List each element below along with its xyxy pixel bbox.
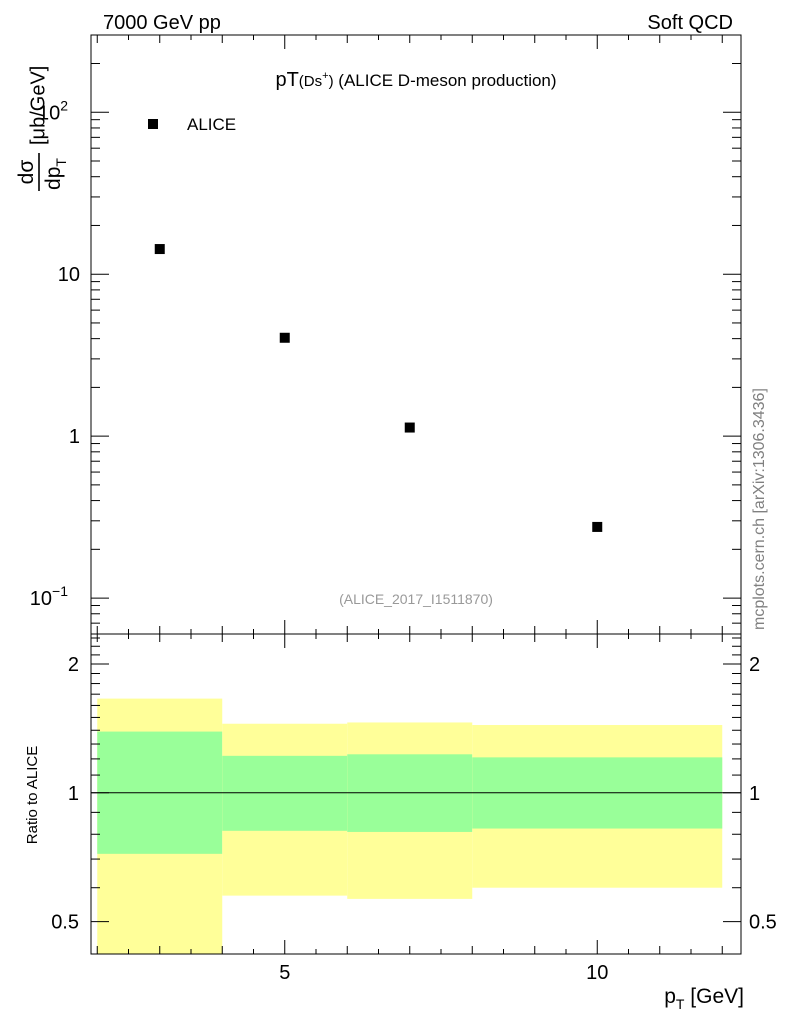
ratio-y-tick-label-right: 1 xyxy=(749,783,760,805)
y-label-unit: [μb/GeV] xyxy=(27,66,49,145)
ratio-y-tick-label-right: 0.5 xyxy=(749,912,777,934)
data-point xyxy=(279,332,290,343)
ratio-y-label: Ratio to ALICE xyxy=(24,746,41,844)
y-tick-label: 10 xyxy=(58,264,80,286)
energy-label: 7000 GeV pp xyxy=(103,12,221,34)
y-label-numerator: dσ xyxy=(15,160,38,185)
y-tick-label: 102 xyxy=(38,97,68,124)
data-point xyxy=(592,521,603,532)
legend-marker xyxy=(148,119,158,129)
data-point xyxy=(404,422,415,433)
y-tick-label: 10−1 xyxy=(30,583,68,610)
title-close: ) xyxy=(329,73,334,90)
main-panel: 10−1 1 10 102 pT(Ds+) (ALICE D-meson produc… xyxy=(15,34,742,635)
ratio-y-tick-label: 0.5 xyxy=(51,912,79,934)
title-rest: (ALICE D-meson production) xyxy=(334,71,557,90)
analysis-reference: (ALICE_2017_I1511870) xyxy=(339,591,493,607)
x-tick-label: 5 xyxy=(279,962,290,984)
title-sup: + xyxy=(322,70,328,82)
ratio-y-tick-label: 1 xyxy=(68,783,79,805)
ratio-panel: 0.5 0.5 1 1 2 2 5 10 Ratio to ALICE pT [GeV] xyxy=(24,633,777,1012)
ratio-frame xyxy=(90,633,742,955)
legend-label: ALICE xyxy=(187,115,236,134)
title-main: pT xyxy=(275,69,298,91)
stat-uncertainty-band xyxy=(222,755,348,831)
y-label-denominator: dpT xyxy=(42,158,69,190)
ratio-y-tick-label-right: 2 xyxy=(749,654,760,676)
plot-title: pT(Ds+) (ALICE D-meson production) xyxy=(275,69,556,91)
title-particle: (Ds xyxy=(299,73,322,90)
x-axis-label: pT [GeV] xyxy=(664,985,744,1012)
watermark: mcplots.cern.ch [arXiv:1306.3436] xyxy=(751,388,768,630)
category-label: Soft QCD xyxy=(647,12,733,34)
y-tick-label: 1 xyxy=(69,426,80,448)
ratio-y-tick-label: 2 xyxy=(68,654,79,676)
y-axis-label: dσ dpT [μb/GeV] xyxy=(15,66,69,191)
x-tick-label: 10 xyxy=(586,962,608,984)
data-point xyxy=(154,244,165,255)
